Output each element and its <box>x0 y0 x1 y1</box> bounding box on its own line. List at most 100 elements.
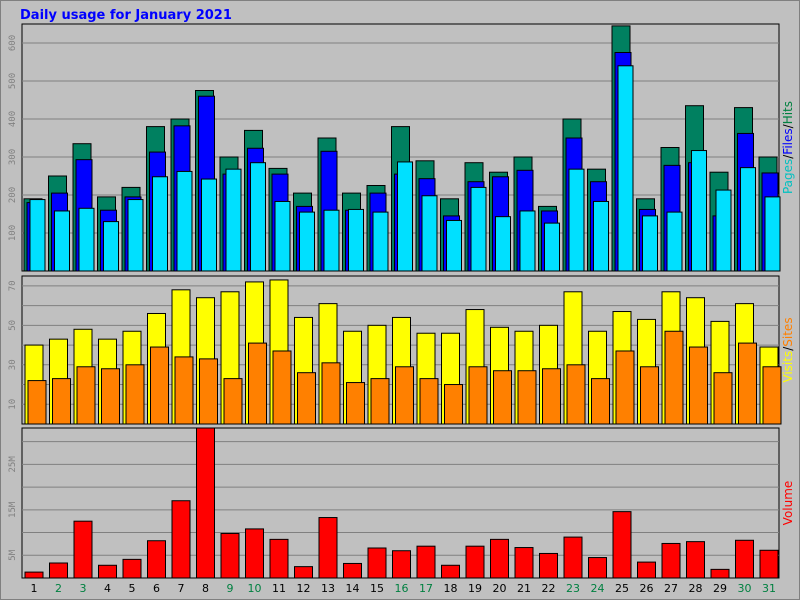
bar-pages-day-9 <box>225 168 242 272</box>
y-axis-label: Pages/Files/Hits <box>781 101 795 194</box>
x-tick-label-day-11: 11 <box>272 582 286 595</box>
y-tick-label: 15M <box>8 501 18 518</box>
bar-sites-day-15 <box>370 378 390 425</box>
x-tick-label-day-8: 8 <box>202 582 209 595</box>
y-axis-label: Visits/Sites <box>781 317 795 382</box>
bar-pages-day-28 <box>691 150 707 272</box>
x-tick-label-day-2: 2 <box>55 582 62 595</box>
bar-sites-day-28 <box>689 346 708 425</box>
x-tick-label-day-9: 9 <box>227 582 234 595</box>
bar-pages-day-25 <box>617 65 634 272</box>
bar-pages-day-12 <box>299 211 315 272</box>
y-tick-label: 25M <box>8 456 18 473</box>
bar-sites-day-23 <box>566 364 586 425</box>
bar-sites-day-6 <box>150 346 169 425</box>
x-tick-label-day-16: 16 <box>395 582 409 595</box>
bar-sites-day-21 <box>517 370 537 425</box>
x-tick-label-day-15: 15 <box>370 582 384 595</box>
bar-volume-day-24 <box>588 557 607 579</box>
x-tick-label-day-6: 6 <box>153 582 160 595</box>
bar-pages-day-2 <box>54 210 70 272</box>
x-tick-label-day-19: 19 <box>468 582 482 595</box>
bar-volume-day-15 <box>367 547 387 579</box>
x-tick-label-day-3: 3 <box>80 582 87 595</box>
bar-sites-day-31 <box>762 366 782 425</box>
chart-panel-3: 5M 15M 25M Volume <box>8 427 795 579</box>
x-axis-labels: 1 2 3 4 5 6 7 8 9 10 11 12 13 14 15 16 17 18 19 20 21 22 23 24 2… <box>31 582 777 595</box>
y-axis-label-part: Hits <box>781 101 795 124</box>
bar-volume-day-18 <box>441 564 460 579</box>
bar-volume-day-16 <box>392 550 411 579</box>
bar-sites-day-11 <box>272 350 292 425</box>
x-tick-label-day-17: 17 <box>419 582 433 595</box>
x-tick-label-day-20: 20 <box>493 582 507 595</box>
x-tick-label-day-13: 13 <box>321 582 335 595</box>
x-tick-label-day-12: 12 <box>297 582 311 595</box>
bar-volume-day-8 <box>196 427 215 579</box>
chart-title: Daily usage for January 2021 <box>20 8 232 23</box>
y-tick-label: 5M <box>8 549 18 560</box>
bar-sites-day-1 <box>27 380 47 425</box>
bar-pages-day-3 <box>78 207 95 272</box>
bar-volume-day-14 <box>343 562 362 579</box>
y-tick-label: 100 <box>8 225 18 241</box>
bar-sites-day-17 <box>419 378 439 425</box>
y-axis-label-part: Files <box>781 128 795 154</box>
x-tick-label-day-4: 4 <box>104 582 111 595</box>
bar-pages-day-29 <box>715 189 732 272</box>
bar-volume-day-9 <box>220 532 240 579</box>
bar-volume-day-12 <box>294 566 313 579</box>
y-axis-label-part: Visits <box>781 351 795 383</box>
bar-pages-day-11 <box>274 200 291 272</box>
bar-volume-day-4 <box>98 564 117 579</box>
chart-panels: 100200300400500600Pages/Files/Hits103050… <box>8 23 795 579</box>
y-tick-label: 600 <box>8 35 18 51</box>
x-tick-label-day-28: 28 <box>689 582 703 595</box>
bar-pages-day-31 <box>764 196 781 272</box>
y-axis-label: Volume <box>781 481 795 526</box>
bar-pages-day-14 <box>348 208 364 272</box>
bar-pages-day-16 <box>397 161 413 272</box>
y-axis-label-part: Volume <box>781 481 795 526</box>
x-tick-label-day-10: 10 <box>248 582 262 595</box>
x-tick-label-day-26: 26 <box>640 582 654 595</box>
y-axis-label-part: / <box>781 123 795 128</box>
bar-sites-day-9 <box>223 378 243 425</box>
x-tick-label-day-30: 30 <box>738 582 752 595</box>
bar-volume-day-20 <box>490 538 509 579</box>
y-tick-label: 400 <box>8 111 18 127</box>
bar-volume-day-30 <box>735 539 754 579</box>
bar-sites-day-19 <box>468 366 488 425</box>
bar-sites-day-26 <box>640 366 659 425</box>
bar-sites-day-29 <box>713 372 733 425</box>
y-tick-label: 500 <box>8 73 18 89</box>
y-tick-label: 70 <box>8 280 18 291</box>
bar-sites-day-13 <box>321 362 341 425</box>
bar-sites-day-3 <box>76 366 96 425</box>
bar-sites-day-12 <box>297 372 316 425</box>
bar-sites-day-10 <box>248 342 267 425</box>
bar-volume-day-21 <box>514 547 534 579</box>
bar-sites-day-8 <box>199 358 218 425</box>
bar-pages-day-4 <box>103 221 119 272</box>
bar-pages-day-13 <box>323 209 340 272</box>
bar-pages-day-20 <box>495 216 511 272</box>
bar-pages-day-1 <box>29 199 46 272</box>
y-tick-label: 10 <box>8 399 18 410</box>
x-tick-label-day-31: 31 <box>762 582 776 595</box>
bar-volume-day-27 <box>661 542 681 579</box>
bar-volume-day-11 <box>269 538 289 579</box>
bar-sites-day-22 <box>542 368 561 425</box>
bar-pages-day-5 <box>127 199 144 272</box>
bar-pages-day-18 <box>446 219 462 272</box>
bar-volume-day-22 <box>539 552 558 579</box>
bar-pages-day-22 <box>544 222 560 272</box>
bar-sites-day-18 <box>444 384 463 425</box>
bar-volume-day-5 <box>122 558 142 579</box>
y-axis-label-part: / <box>781 346 795 351</box>
bar-sites-day-2 <box>52 378 71 425</box>
bar-volume-day-17 <box>416 545 436 579</box>
bar-sites-day-27 <box>664 330 684 425</box>
bar-volume-day-3 <box>73 520 93 579</box>
